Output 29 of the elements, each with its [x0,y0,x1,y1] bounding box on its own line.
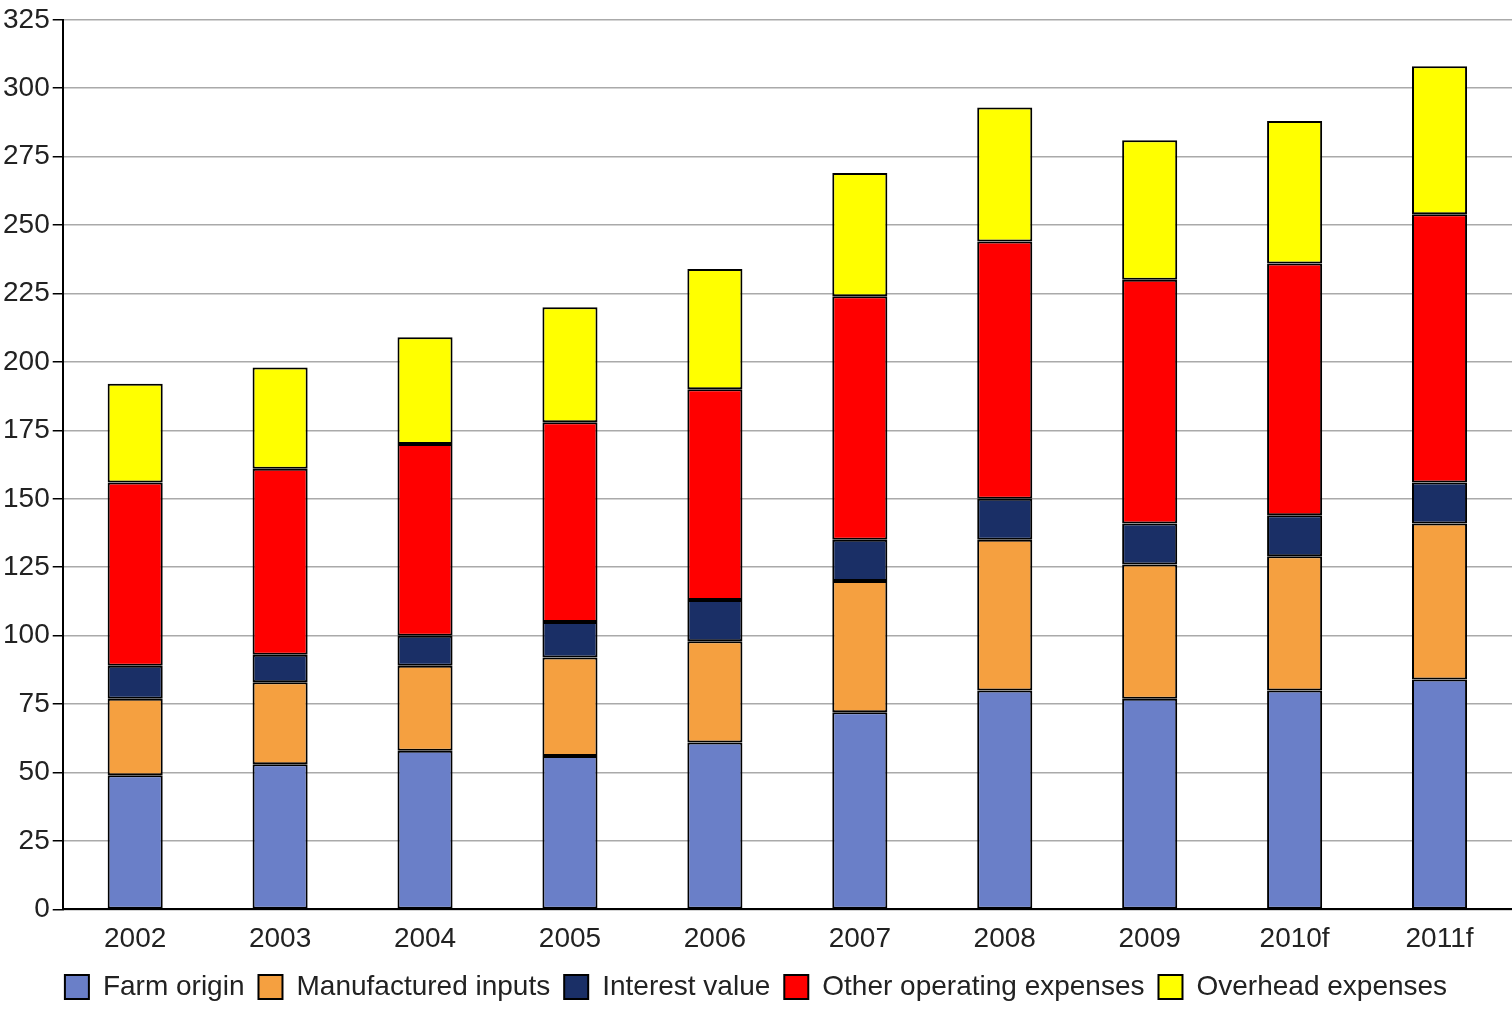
legend-label: Interest value [602,969,771,1001]
x-tick-label: 2009 [1118,921,1181,953]
x-tick-label: 2004 [393,921,457,953]
x-tick-label: 2008 [973,921,1036,953]
y-tick-label: 225 [3,276,50,308]
y-tick-label: 200 [3,344,50,376]
x-tick-label: 2002 [104,921,167,953]
y-tick-label: 300 [3,70,50,102]
y-tick-label: 325 [3,2,50,34]
y-tick-label: 150 [3,481,50,513]
y-tick-label: 175 [3,413,50,445]
x-tick-label: 2010f [1259,921,1330,953]
legend-label: Manufactured inputs [296,969,551,1001]
x-tick-label: 2003 [248,921,312,953]
y-tick-label: 25 [18,823,50,855]
y-tick-label: 250 [3,207,50,239]
x-tick-label: 2011f [1405,921,1474,953]
x-tick-label: 2005 [538,921,602,953]
legend-label: Overhead expenses [1196,969,1448,1001]
y-tick-label: 0 [34,892,50,924]
y-tick-label: 125 [3,549,50,581]
x-tick-label: 2007 [828,921,891,953]
legend-label: Farm origin [102,969,245,1001]
y-tick-label: 50 [18,755,50,787]
y-tick-label: 100 [3,618,50,650]
y-tick-label: 275 [3,139,50,171]
y-tick-label: 75 [18,686,50,718]
x-tick-label: 2006 [683,921,747,953]
legend-label: Other operating expenses [822,969,1145,1001]
